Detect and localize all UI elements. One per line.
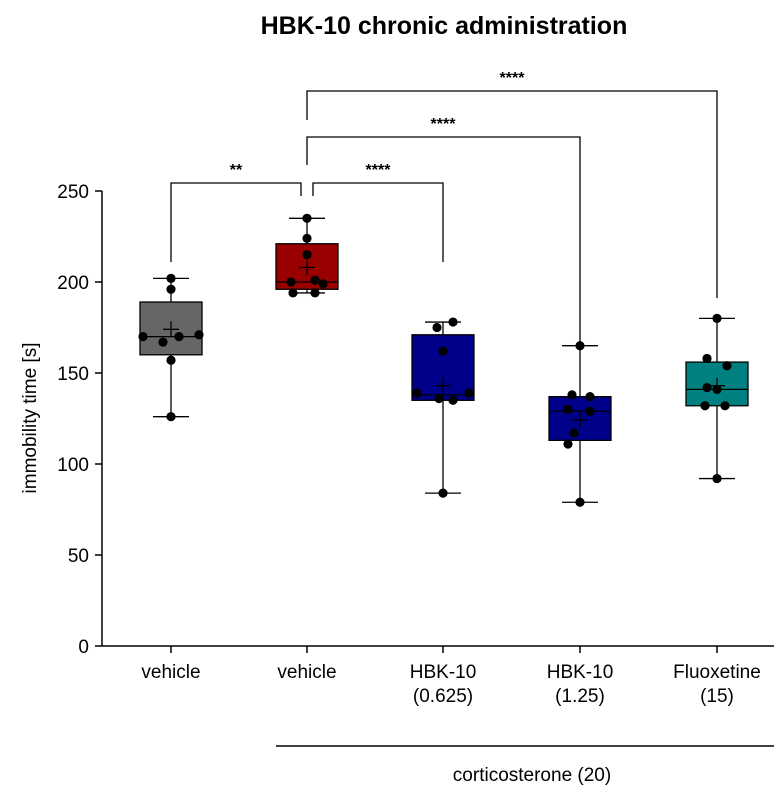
data-point	[310, 288, 320, 298]
significance-bracket	[312, 182, 444, 262]
significance-label: ****	[500, 70, 526, 87]
boxes	[139, 217, 749, 503]
data-point	[166, 355, 176, 365]
data-point	[158, 337, 168, 347]
x-tick-label: Fluoxetine	[673, 662, 761, 683]
data-point	[438, 346, 448, 356]
significance-bracket	[306, 136, 581, 343]
y-tick-label: 100	[57, 455, 89, 476]
x-tick-label-sub: (1.25)	[555, 686, 605, 707]
data-point	[302, 233, 312, 243]
data-point	[585, 392, 595, 402]
data-point	[138, 332, 148, 342]
data-point	[722, 361, 732, 371]
data-point	[464, 388, 474, 398]
data-point	[702, 382, 712, 393]
axes: 0 50 100 150 200 250	[57, 182, 774, 658]
significance-label: **	[230, 162, 243, 179]
data-point	[720, 401, 730, 411]
y-tick-label: 150	[57, 364, 89, 385]
significance-bracket	[306, 90, 718, 298]
data-point	[702, 353, 712, 364]
x-tick-labels: vehicle vehicle HBK-10 (0.625) HBK-10 (1.25) F…	[141, 662, 760, 707]
data-point	[569, 428, 579, 438]
data-point	[166, 273, 176, 283]
significance-label: ****	[366, 162, 392, 179]
data-point	[166, 412, 176, 422]
data-point	[448, 317, 458, 327]
y-tick-label: 200	[57, 273, 89, 294]
data-point	[318, 279, 328, 289]
data-point	[174, 332, 184, 342]
data-point	[194, 330, 204, 340]
group-bracket: corticosterone (20)	[276, 745, 774, 785]
data-point	[412, 388, 422, 398]
y-tick-label: 50	[68, 546, 89, 567]
data-point	[448, 395, 458, 405]
data-point	[563, 404, 573, 414]
group-bracket-label: corticosterone (20)	[453, 765, 611, 785]
x-tick-label-sub: (0.625)	[413, 686, 473, 707]
data-point	[712, 384, 722, 394]
data-point	[310, 275, 320, 285]
x-tick-label: HBK-10	[410, 662, 477, 683]
significance-bracket	[170, 182, 302, 262]
y-tick-label: 250	[57, 182, 89, 203]
x-tick-label: vehicle	[277, 662, 336, 683]
x-tick-label-sub: (15)	[700, 686, 734, 707]
data-point	[438, 488, 448, 498]
data-point	[575, 497, 585, 507]
data-point	[302, 250, 312, 260]
data-point	[434, 393, 444, 404]
y-tick-label: 0	[78, 637, 89, 658]
significance-brackets: ** ************	[170, 70, 718, 343]
x-tick-label: vehicle	[141, 662, 200, 683]
data-point	[712, 313, 722, 323]
y-axis-label: immobility time [s]	[20, 343, 41, 494]
data-point	[575, 341, 585, 351]
data-point	[166, 284, 176, 294]
data-point	[302, 213, 312, 223]
chart-title: HBK-10 chronic administration	[261, 12, 628, 40]
data-point	[563, 439, 573, 449]
data-point	[432, 322, 442, 333]
data-point	[567, 390, 577, 400]
significance-label: ****	[431, 116, 457, 133]
data-points	[138, 213, 732, 507]
x-tick-label: HBK-10	[547, 662, 614, 683]
data-point	[712, 473, 722, 484]
data-point	[286, 277, 296, 287]
data-point	[700, 401, 710, 411]
data-point	[288, 288, 298, 298]
data-point	[585, 406, 595, 416]
